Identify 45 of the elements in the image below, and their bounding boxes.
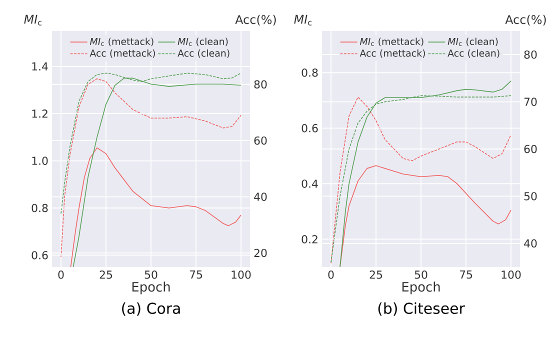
x-tick-label: 50: [144, 270, 158, 279]
x-tick-label: 100: [502, 270, 521, 279]
y2-tick-label: 80: [254, 80, 267, 89]
x-tick-label: 0: [58, 270, 64, 279]
y-tick-label: 1.4: [32, 62, 48, 70]
text: (b) Citeseer: [378, 302, 465, 316]
legend-label: Acc (mettack): [360, 49, 425, 58]
y-tick-label: 0.6: [302, 124, 318, 132]
x-tick-label: 0: [328, 270, 334, 279]
y2-axis-title: Acc(%): [235, 14, 276, 26]
x-tick-label: 25: [370, 270, 382, 279]
x-axis-title: Epoch: [402, 282, 440, 294]
line-series: [70, 147, 242, 267]
legend-label: MI$_{c}$ (clean): [178, 38, 228, 46]
y-tick-label: 1.2: [32, 110, 48, 118]
text: (a) Cora: [122, 302, 180, 316]
y2-tick-label: 50: [524, 192, 537, 200]
y-tick-label: 0.8: [302, 68, 318, 77]
x-axis-title: Epoch: [132, 282, 170, 294]
y2-tick-label: 70: [524, 98, 537, 106]
y-axis-title: MI$_{c}$: [294, 14, 312, 26]
y-axis-title: MI$_{c}$: [24, 14, 42, 26]
y2-tick-label: 60: [524, 144, 537, 154]
x-tick-label: 75: [460, 270, 472, 279]
y-tick-label: 0.8: [32, 204, 48, 212]
legend-label: Acc (clean): [448, 49, 500, 58]
y2-tick-label: 20: [254, 248, 267, 258]
y-tick-label: 1.0: [32, 156, 48, 165]
y2-axis-title: Acc(%): [505, 14, 546, 26]
y-tick-label: 0.2: [302, 235, 318, 244]
y2-tick-label: 40: [524, 239, 537, 248]
y2-tick-label: 60: [254, 136, 267, 145]
y2-tick-label: 40: [254, 192, 267, 201]
y2-tick-label: 80: [524, 50, 537, 59]
x-tick-label: 75: [190, 270, 202, 279]
legend-label: MI$_{c}$ (clean): [448, 38, 498, 46]
x-tick-label: 100: [232, 270, 251, 279]
x-tick-label: 25: [100, 270, 112, 279]
legend-label: MI$_{c}$ (mettack): [360, 38, 424, 46]
y-tick-label: 0.6: [32, 251, 48, 260]
x-tick-label: 50: [414, 270, 428, 279]
y-tick-label: 0.4: [302, 180, 318, 188]
legend-label: Acc (mettack): [90, 49, 155, 58]
legend-label: MI$_{c}$ (mettack): [90, 38, 154, 46]
legend-label: Acc (clean): [178, 49, 230, 58]
